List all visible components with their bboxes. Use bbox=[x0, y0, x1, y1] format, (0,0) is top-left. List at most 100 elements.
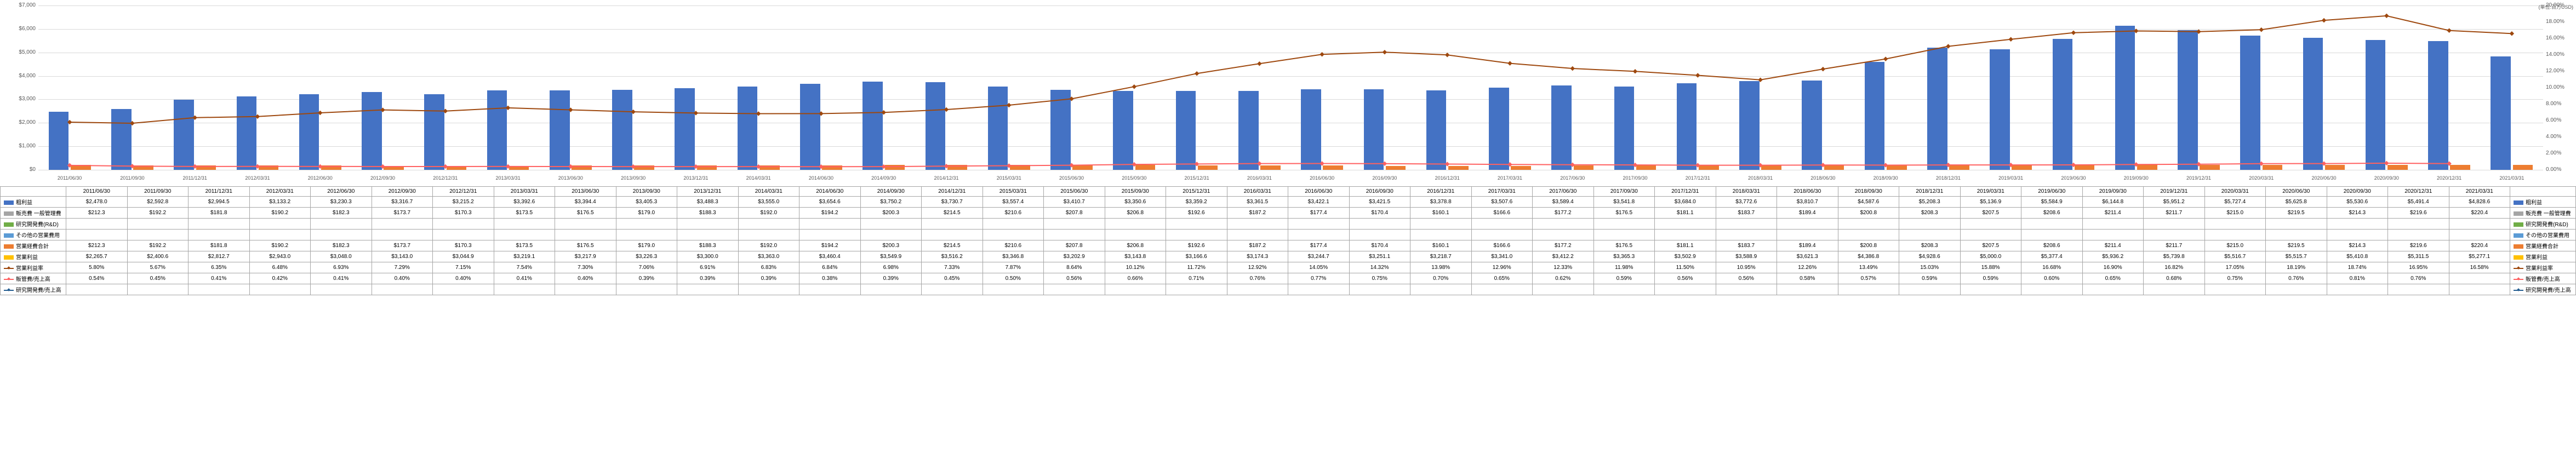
table-row: その他の営業費用その他の営業費用 bbox=[1, 230, 2576, 240]
bar-gross_profit bbox=[1050, 90, 1071, 170]
cell: $200.8 bbox=[1838, 208, 1899, 219]
date-cell: 2018/12/31 bbox=[1899, 187, 1961, 197]
cell: 6.91% bbox=[677, 262, 739, 273]
bar-opex_total bbox=[1010, 165, 1030, 170]
cell: 0.40% bbox=[433, 273, 494, 284]
cell bbox=[66, 219, 128, 230]
x-tick: 2012/09/30 bbox=[370, 175, 395, 181]
cell bbox=[1777, 230, 1838, 240]
bar-gross_profit bbox=[111, 109, 132, 170]
cell: $179.0 bbox=[616, 208, 677, 219]
cell: $3,217.9 bbox=[555, 251, 616, 262]
cell: $192.0 bbox=[738, 240, 799, 251]
cell: $176.5 bbox=[555, 240, 616, 251]
y-left-tick: $0 bbox=[8, 167, 36, 173]
cell: $3,251.1 bbox=[1349, 251, 1410, 262]
bar-gross_profit bbox=[675, 88, 695, 170]
y-right-tick: 12.00% bbox=[2546, 68, 2571, 74]
cell: $160.1 bbox=[1410, 208, 1472, 219]
cell: $5,516.7 bbox=[2204, 251, 2266, 262]
cell: $214.3 bbox=[2327, 208, 2388, 219]
cell: $3,048.0 bbox=[311, 251, 372, 262]
cell: $5,208.3 bbox=[1899, 197, 1961, 208]
date-cell: 2015/03/31 bbox=[983, 187, 1044, 197]
cell: 6.83% bbox=[738, 262, 799, 273]
chart-root: $0$1,000$2,000$3,000$4,000$5,000$6,000$7… bbox=[0, 0, 2576, 470]
cell: 0.39% bbox=[616, 273, 677, 284]
cell: $3,392.6 bbox=[494, 197, 555, 208]
cell bbox=[1716, 219, 1777, 230]
x-tick: 2020/09/30 bbox=[2374, 175, 2399, 181]
date-cell: 2015/12/31 bbox=[1166, 187, 1227, 197]
cell bbox=[2021, 230, 2083, 240]
cell bbox=[2204, 219, 2266, 230]
cell bbox=[189, 230, 250, 240]
cell: 17.05% bbox=[2204, 262, 2266, 273]
cell: 16.95% bbox=[2388, 262, 2449, 273]
cell bbox=[983, 230, 1044, 240]
date-cell: 2011/06/30 bbox=[66, 187, 128, 197]
cell: 6.98% bbox=[860, 262, 922, 273]
cell: $3,772.6 bbox=[1716, 197, 1777, 208]
bar-opex_total bbox=[2387, 165, 2408, 170]
x-tick: 2011/06/30 bbox=[58, 175, 82, 181]
cell bbox=[1166, 284, 1227, 295]
cell: 0.42% bbox=[249, 273, 311, 284]
cell: 14.32% bbox=[1349, 262, 1410, 273]
date-cell: 2017/03/31 bbox=[1471, 187, 1533, 197]
cell bbox=[1960, 284, 2021, 295]
bar-gross_profit bbox=[1113, 91, 1133, 170]
cell: 14.05% bbox=[1288, 262, 1350, 273]
cell: $2,812.7 bbox=[189, 251, 250, 262]
x-tick: 2021/03/31 bbox=[2499, 175, 2524, 181]
cell: $3,589.4 bbox=[1533, 197, 1594, 208]
x-tick: 2020/03/31 bbox=[2249, 175, 2274, 181]
table-row: 販売費 一般管理費$212.3$192.2$181.8$190.2$182.3$… bbox=[1, 208, 2576, 219]
cell: $170.4 bbox=[1349, 240, 1410, 251]
bar-opex_total bbox=[1072, 165, 1093, 170]
x-tick: 2019/12/31 bbox=[2186, 175, 2211, 181]
row-header-other_opex: その他の営業費用 bbox=[1, 230, 66, 240]
x-tick: 2017/12/31 bbox=[1686, 175, 1710, 181]
cell bbox=[249, 219, 311, 230]
cell bbox=[555, 219, 616, 230]
cell: $187.2 bbox=[1227, 208, 1288, 219]
bar-opex_total bbox=[1824, 165, 1844, 170]
cell: $4,587.6 bbox=[1838, 197, 1899, 208]
cell: $3,244.7 bbox=[1288, 251, 1350, 262]
y-left-tick: $5,000 bbox=[8, 49, 36, 55]
cell: $3,460.4 bbox=[799, 251, 861, 262]
cell: 5.80% bbox=[66, 262, 128, 273]
row-header-right-rnd: 研究開発費(R&D) bbox=[2510, 219, 2576, 230]
cell bbox=[1593, 219, 1655, 230]
cell: 0.39% bbox=[738, 273, 799, 284]
bar-gross_profit bbox=[1364, 89, 1384, 170]
cell: $187.2 bbox=[1227, 240, 1288, 251]
cell bbox=[738, 230, 799, 240]
cell: 0.81% bbox=[2327, 273, 2388, 284]
cell: $206.8 bbox=[1105, 240, 1166, 251]
cell bbox=[1471, 219, 1533, 230]
bar-opex_total bbox=[947, 165, 968, 170]
cell: 12.96% bbox=[1471, 262, 1533, 273]
cell: $3,507.6 bbox=[1471, 197, 1533, 208]
cell: 11.50% bbox=[1655, 262, 1716, 273]
cell bbox=[372, 284, 433, 295]
bar-opex_total bbox=[1135, 165, 1156, 170]
x-tick: 2014/12/31 bbox=[934, 175, 958, 181]
date-cell: 2019/12/31 bbox=[2144, 187, 2205, 197]
bar-opex_total bbox=[1448, 166, 1469, 170]
bar-gross_profit bbox=[2428, 41, 2448, 170]
cell bbox=[616, 230, 677, 240]
bar-gross_profit bbox=[1865, 62, 1885, 170]
y-right-tick: 4.00% bbox=[2546, 134, 2571, 140]
cell: 12.33% bbox=[1533, 262, 1594, 273]
cell: $3,346.8 bbox=[983, 251, 1044, 262]
row-header-gross_profit: 粗利益 bbox=[1, 197, 66, 208]
x-tick: 2019/09/30 bbox=[2124, 175, 2149, 181]
row-header-sga: 販売費 一般管理費 bbox=[1, 208, 66, 219]
cell: $5,136.9 bbox=[1960, 197, 2021, 208]
cell: 0.59% bbox=[1899, 273, 1961, 284]
cell bbox=[1471, 230, 1533, 240]
cell: 5.67% bbox=[127, 262, 189, 273]
